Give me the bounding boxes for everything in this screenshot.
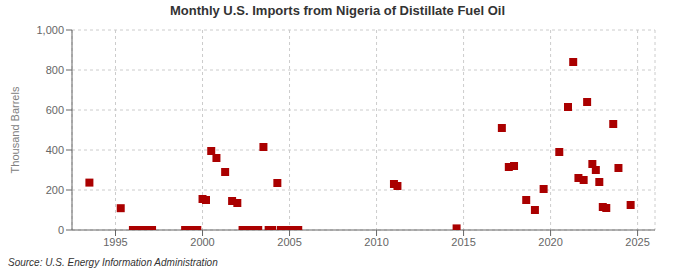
svg-text:2025: 2025	[625, 236, 649, 248]
svg-text:2010: 2010	[364, 236, 388, 248]
svg-text:Thousand Barrels: Thousand Barrels	[9, 86, 21, 173]
svg-text:2020: 2020	[538, 236, 562, 248]
svg-text:2000: 2000	[190, 236, 214, 248]
svg-text:800: 800	[46, 64, 64, 76]
svg-text:1,000: 1,000	[36, 24, 64, 36]
html-text:Source: U.S. Energy Informatio: Source: U.S. Energy Information Administ…	[8, 257, 218, 268]
svg-text:2005: 2005	[277, 236, 301, 248]
svg-text:2015: 2015	[451, 236, 475, 248]
svg-text:600: 600	[46, 104, 64, 116]
svg-text:0: 0	[58, 224, 64, 236]
svg-text:200: 200	[46, 184, 64, 196]
html-text:Monthly U.S. Imports from Nige: Monthly U.S. Imports from Nigeria of Dis…	[169, 3, 506, 18]
svg-text:400: 400	[46, 144, 64, 156]
svg-text:1995: 1995	[103, 236, 127, 248]
